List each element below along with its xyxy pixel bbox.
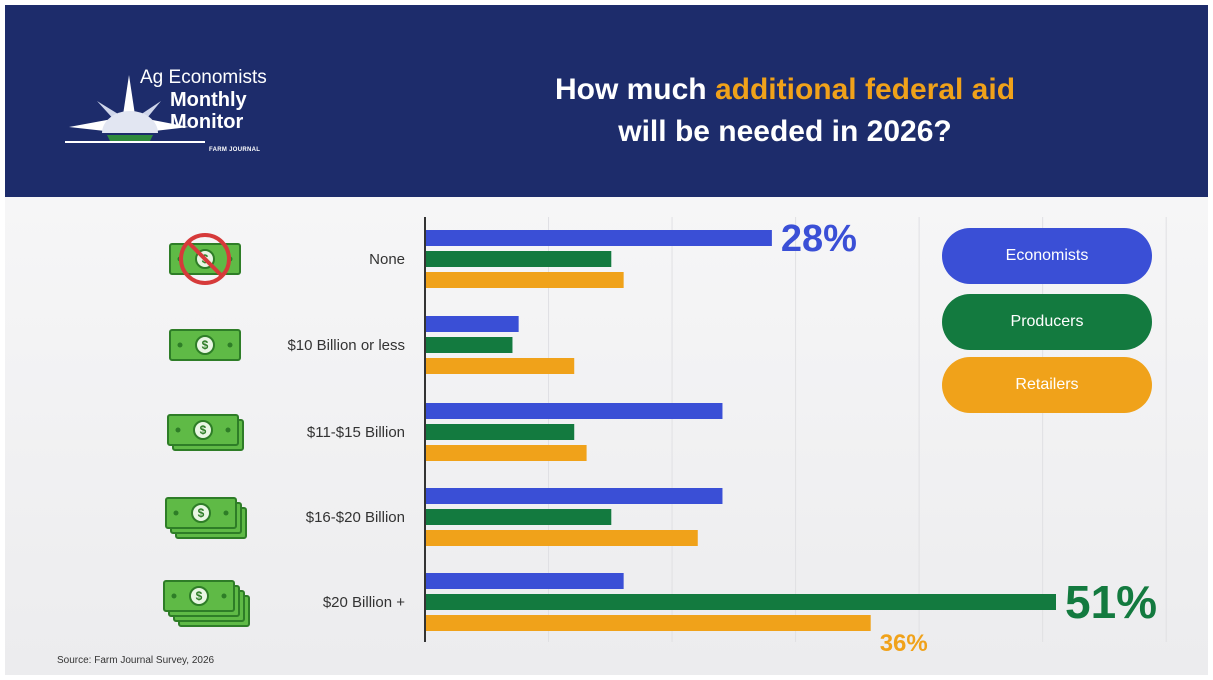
infographic: Ag Economists Monthly Monitor FARM JOURN… (5, 5, 1208, 675)
legend-economists-label: Economists (1005, 247, 1089, 264)
legend-retailers-label: Retailers (1015, 376, 1079, 393)
no-money-icon: $ (169, 233, 241, 285)
chart-area: $ $ $ $ $ None $10 Billion or less $11-$15 Bill… (5, 197, 1208, 675)
bar-chart: $ $ $ $ $ None $10 Billion or less $11-$15 Bill… (163, 217, 1167, 657)
category-label: $16-$20 Billion (306, 509, 405, 526)
data-label: 28% (781, 218, 857, 260)
bar-economists (426, 316, 519, 332)
bar-producers (426, 337, 513, 353)
title-part2: will be needed in 2026? (618, 115, 952, 148)
chart-title: How much additional federal aid will be … (385, 69, 1185, 153)
bar-economists (426, 488, 723, 504)
header-banner: Ag Economists Monthly Monitor FARM JOURN… (5, 5, 1208, 197)
bar-producers (426, 424, 575, 440)
bar-producers (426, 509, 612, 525)
bar-retailers (426, 530, 698, 546)
bar-producers (426, 594, 1056, 610)
legend-producers-label: Producers (1010, 313, 1084, 330)
category-label: $11-$15 Billion (307, 424, 405, 441)
legend-economists: Economists (942, 228, 1152, 284)
svg-text:$: $ (202, 338, 209, 352)
logo-title-line2: Monthly (170, 89, 247, 111)
one-bill-icon: $ (169, 329, 241, 361)
data-label: 51% (1065, 576, 1157, 628)
svg-text:$: $ (196, 589, 203, 603)
two-bills-icon: $ (167, 414, 244, 451)
legend-producers: Producers (942, 294, 1152, 350)
bar-producers (426, 251, 612, 267)
logo-title-line1: Ag Economists (140, 67, 267, 88)
ag-economists-logo: Ag Economists Monthly Monitor FARM JOURN… (57, 57, 297, 167)
category-label: $10 Billion or less (287, 337, 405, 354)
category-label: $20 Billion + (323, 594, 405, 611)
legend-retailers: Retailers (942, 357, 1152, 413)
category-label: None (369, 251, 405, 268)
bar-economists (426, 573, 624, 589)
bar-retailers (426, 445, 587, 461)
bar-economists (426, 403, 723, 419)
bar-retailers (426, 358, 575, 374)
title-part1: How much (554, 73, 715, 106)
logo-title-line3: Monitor (170, 111, 244, 133)
source-note: Source: Farm Journal Survey, 2026 (57, 655, 215, 666)
title-highlight: additional federal aid (714, 73, 1016, 106)
bar-economists (426, 230, 772, 246)
svg-text:$: $ (198, 506, 205, 520)
svg-text:$: $ (200, 423, 207, 437)
bar-retailers (426, 615, 871, 631)
four-bills-icon: $ (163, 580, 250, 627)
farm-journal-brand: FARM JOURNAL (209, 147, 261, 153)
compass-star-icon (65, 75, 205, 143)
data-label: 36% (880, 630, 928, 657)
three-bills-icon: $ (165, 497, 247, 539)
bar-retailers (426, 272, 624, 288)
